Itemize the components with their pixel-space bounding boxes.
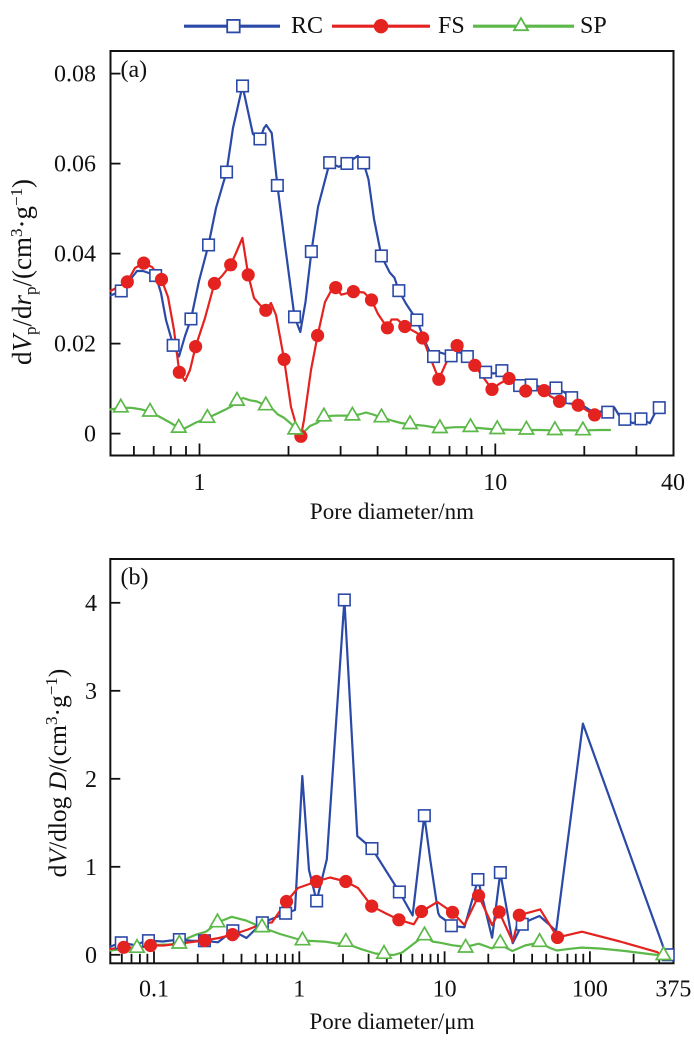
svg-text:1: 1 (194, 470, 206, 496)
svg-text:2: 2 (85, 767, 97, 793)
svg-text:10: 10 (483, 470, 507, 496)
svg-text:1: 1 (85, 855, 97, 881)
svg-text:40: 40 (661, 470, 685, 496)
svg-text:dVp/drp/(cm3·g−1): dVp/drp/(cm3·g−1) (7, 179, 40, 365)
svg-text:3: 3 (85, 679, 97, 705)
svg-text:Pore diameter/nm: Pore diameter/nm (310, 499, 474, 524)
svg-text:0.1: 0.1 (139, 977, 169, 1003)
svg-text:(a): (a) (121, 57, 148, 83)
svg-text:1: 1 (293, 977, 305, 1003)
svg-text:0.02: 0.02 (54, 332, 96, 358)
svg-text:0.04: 0.04 (54, 242, 96, 268)
svg-text:RC: RC (291, 13, 323, 39)
svg-text:SP: SP (580, 13, 607, 39)
svg-text:100: 100 (572, 977, 608, 1003)
svg-text:4: 4 (85, 591, 97, 617)
svg-text:0: 0 (84, 422, 96, 448)
svg-text:0.08: 0.08 (54, 62, 96, 88)
svg-text:FS: FS (438, 13, 465, 39)
svg-text:0: 0 (85, 943, 97, 969)
svg-text:dV/dlog D/(cm3·g−1): dV/dlog D/(cm3·g−1) (42, 669, 72, 878)
svg-text:375: 375 (655, 977, 691, 1003)
svg-text:0.06: 0.06 (54, 152, 96, 178)
svg-text:10: 10 (433, 977, 457, 1003)
svg-text:Pore diameter/μm: Pore diameter/μm (310, 1009, 475, 1034)
svg-text:(b): (b) (121, 565, 149, 591)
